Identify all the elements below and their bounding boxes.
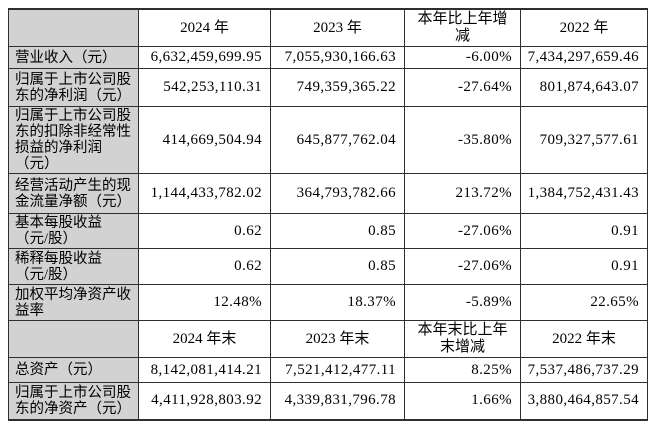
row-label-net-profit: 归属于上市公司股东的净利润（元） (8, 68, 139, 107)
cell-value: 749,359,365.22 (270, 68, 405, 107)
row-label-basic-eps: 基本每股收益（元/股） (8, 213, 139, 249)
cell-value: 6,632,459,699.95 (138, 46, 271, 69)
row-label-total-assets: 总资产（元） (8, 357, 139, 383)
row-label-net-profit-excl-nonrecurring: 归属于上市公司股东的扣除非经常性损益的净利润（元） (8, 106, 139, 174)
cell-value: -35.80% (404, 106, 521, 174)
corner-cell-period (8, 8, 139, 47)
cell-value: 801,874,643.07 (520, 68, 648, 107)
cell-value: 364,793,782.66 (270, 173, 405, 214)
cell-value: 7,434,297,659.46 (520, 46, 648, 69)
cell-value: -27.06% (404, 248, 521, 285)
cell-value: 0.85 (270, 213, 405, 249)
col-header-2024-eop: 2024 年末 (138, 320, 271, 358)
cell-value: 645,877,762.04 (270, 106, 405, 174)
col-header-2024: 2024 年 (138, 8, 271, 47)
cell-value: 8,142,081,414.21 (138, 357, 271, 383)
table-row-net-assets: 归属于上市公司股东的净资产（元） 4,411,928,803.92 4,339,… (8, 382, 648, 420)
cell-value: 3,880,464,857.54 (520, 382, 648, 420)
corner-cell-eop (8, 320, 139, 358)
cell-value: 1,384,752,431.43 (520, 173, 648, 214)
cell-value: 709,327,577.61 (520, 106, 648, 174)
cell-value: 1,144,433,782.02 (138, 173, 271, 214)
cell-value: 7,055,930,166.63 (270, 46, 405, 69)
cell-value: 0.85 (270, 248, 405, 285)
cell-value: 0.62 (138, 248, 271, 285)
cell-value: 0.91 (520, 213, 648, 249)
row-label-weighted-avg-roe: 加权平均净资产收益率 (8, 284, 139, 321)
col-header-2023-eop: 2023 年末 (270, 320, 405, 358)
cell-value: 12.48% (138, 284, 271, 321)
cell-value: 4,411,928,803.92 (138, 382, 271, 420)
row-label-diluted-eps: 稀释每股收益（元/股） (8, 248, 139, 285)
cell-value: 4,339,831,796.78 (270, 382, 405, 420)
table-row-weighted-avg-roe: 加权平均净资产收益率 12.48% 18.37% -5.89% 22.65% (8, 284, 648, 321)
table-row-total-assets: 总资产（元） 8,142,081,414.21 7,521,412,477.11… (8, 357, 648, 383)
cell-value: 0.91 (520, 248, 648, 285)
table-row-operating-cash-flow: 经营活动产生的现金流量净额（元） 1,144,433,782.02 364,79… (8, 173, 648, 214)
financial-summary-table: 2024 年 2023 年 本年比上年增减 2022 年 营业收入（元） 6,6… (8, 8, 648, 421)
table-row-basic-eps: 基本每股收益（元/股） 0.62 0.85 -27.06% 0.91 (8, 213, 648, 249)
col-header-eop-change: 本年末比上年末增减 (404, 320, 521, 358)
cell-value: 7,521,412,477.11 (270, 357, 405, 383)
cell-value: 7,537,486,737.29 (520, 357, 648, 383)
cell-value: -27.06% (404, 213, 521, 249)
table-row-diluted-eps: 稀释每股收益（元/股） 0.62 0.85 -27.06% 0.91 (8, 248, 648, 285)
col-header-2022-eop: 2022 年末 (520, 320, 648, 358)
cell-value: 414,669,504.94 (138, 106, 271, 174)
row-label-operating-cash-flow: 经营活动产生的现金流量净额（元） (8, 173, 139, 214)
cell-value: -27.64% (404, 68, 521, 107)
table-row-net-profit: 归属于上市公司股东的净利润（元） 542,253,110.31 749,359,… (8, 68, 648, 107)
cell-value: 8.25% (404, 357, 521, 383)
cell-value: 22.65% (520, 284, 648, 321)
cell-value: 18.37% (270, 284, 405, 321)
cell-value: 213.72% (404, 173, 521, 214)
eop-header-row: 2024 年末 2023 年末 本年末比上年末增减 2022 年末 (8, 320, 648, 358)
cell-value: -5.89% (404, 284, 521, 321)
table-row-revenue: 营业收入（元） 6,632,459,699.95 7,055,930,166.6… (8, 46, 648, 69)
row-label-revenue: 营业收入（元） (8, 46, 139, 69)
col-header-2022: 2022 年 (520, 8, 648, 47)
period-header-row: 2024 年 2023 年 本年比上年增减 2022 年 (8, 8, 648, 47)
table-row-net-profit-excl-nonrecurring: 归属于上市公司股东的扣除非经常性损益的净利润（元） 414,669,504.94… (8, 106, 648, 174)
cell-value: -6.00% (404, 46, 521, 69)
cell-value: 542,253,110.31 (138, 68, 271, 107)
row-label-net-assets: 归属于上市公司股东的净资产（元） (8, 382, 139, 420)
col-header-yoy-change: 本年比上年增减 (404, 8, 521, 47)
cell-value: 0.62 (138, 213, 271, 249)
cell-value: 1.66% (404, 382, 521, 420)
col-header-2023: 2023 年 (270, 8, 405, 47)
